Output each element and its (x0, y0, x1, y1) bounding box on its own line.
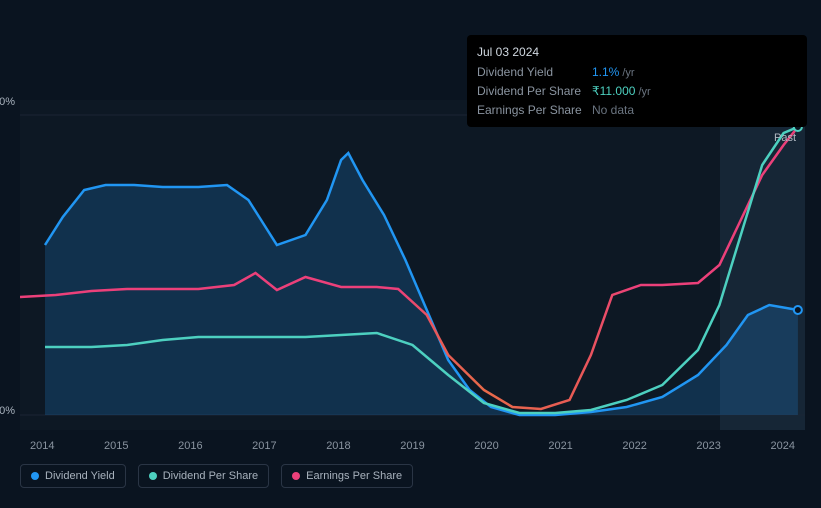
legend: Dividend Yield Dividend Per Share Earnings… (20, 464, 413, 488)
tooltip: Jul 03 2024 Dividend Yield1.1%/yrDividen… (467, 35, 807, 127)
x-tick: 2022 (622, 440, 646, 452)
tooltip-value: No data (592, 101, 634, 119)
x-tick: 2018 (326, 440, 350, 452)
x-tick: 2015 (104, 440, 128, 452)
x-tick: 2019 (400, 440, 424, 452)
tooltip-value: 1.1% (592, 63, 619, 81)
legend-dot-icon (292, 472, 300, 480)
tooltip-value: ₹11.000 (592, 82, 635, 100)
legend-dot-icon (149, 472, 157, 480)
tooltip-label: Dividend Yield (477, 63, 592, 81)
y-tick-bottom: 0% (0, 405, 15, 417)
tooltip-row: Dividend Yield1.1%/yr (477, 63, 797, 82)
tooltip-row: Dividend Per Share₹11.000/yr (477, 82, 797, 101)
x-tick: 2016 (178, 440, 202, 452)
legend-label: Dividend Yield (45, 470, 115, 482)
legend-label: Dividend Per Share (163, 470, 258, 482)
x-tick: 2023 (696, 440, 720, 452)
tooltip-suffix: /yr (638, 83, 650, 101)
dividend-yield-marker (794, 306, 802, 314)
x-tick: 2014 (30, 440, 54, 452)
chart-area: 3.0% 0% 20142015201620172018201920202021… (20, 100, 805, 430)
legend-item[interactable]: Earnings Per Share (281, 464, 413, 488)
x-tick: 2021 (548, 440, 572, 452)
past-label: Past (774, 132, 796, 144)
chart-svg[interactable] (20, 100, 805, 430)
tooltip-date: Jul 03 2024 (477, 43, 797, 61)
x-tick: 2017 (252, 440, 276, 452)
tooltip-label: Earnings Per Share (477, 101, 592, 119)
legend-label: Earnings Per Share (306, 470, 402, 482)
x-axis: 2014 2015 2016 2017 2018 2019 2020 2021 2022 2023… (20, 440, 805, 452)
legend-item[interactable]: Dividend Per Share (138, 464, 269, 488)
legend-dot-icon (31, 472, 39, 480)
y-tick-top: 3.0% (0, 96, 15, 108)
tooltip-label: Dividend Per Share (477, 82, 592, 100)
tooltip-row: Earnings Per ShareNo data (477, 101, 797, 119)
tooltip-suffix: /yr (622, 64, 634, 82)
x-tick: 2020 (474, 440, 498, 452)
x-tick: 2024 (770, 440, 794, 452)
legend-item[interactable]: Dividend Yield (20, 464, 126, 488)
